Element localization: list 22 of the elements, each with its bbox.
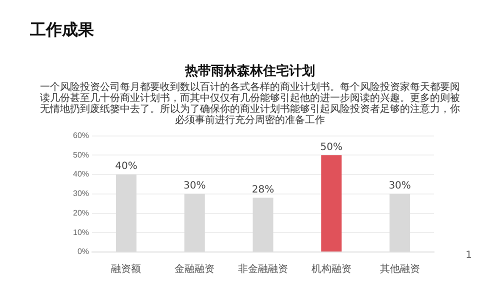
y-tick-label: 60% (72, 131, 90, 140)
x-tick-label: 融资额 (111, 262, 142, 275)
data-label: 40% (115, 161, 138, 172)
y-tick-label: 30% (72, 189, 90, 198)
data-label: 50% (320, 142, 343, 153)
data-label: 30% (388, 180, 411, 192)
y-tick-label: 40% (72, 170, 90, 179)
x-tick-label: 其他融资 (380, 262, 420, 275)
text: 1 (466, 250, 472, 261)
x-tick-label: 机构融资 (311, 262, 352, 275)
chart-title: 工作成果 (30, 20, 94, 41)
text: 一个风险投资公司每月都要收到数以百计的各式各样的商业计划书。每个风险投资家每天都要阅读几份甚至几十份商业计划书，而其中仅仅有几份能够引起他的进一步阅读的兴趣。更多的则被无情地扔到废纸篓中去了。所以为了确保你的商业计划书能够引起风险投资者足够的注意力，你必须事前进行充分周密的准备工作 (40, 82, 460, 126)
y-tick-label: 0% (77, 247, 90, 256)
chart-subtitle: 热带雨林森林住宅计划 (184, 62, 316, 80)
data-label: 28% (252, 184, 274, 196)
y-tick-label: 10% (72, 228, 90, 237)
bar (321, 155, 342, 252)
x-tick-label: 金融融资 (174, 262, 215, 275)
y-tick-label: 20% (72, 208, 90, 218)
y-tick-label: 50% (72, 150, 90, 160)
x-tick-label: 非金融融资 (238, 262, 288, 275)
data-label: 30% (183, 180, 206, 192)
